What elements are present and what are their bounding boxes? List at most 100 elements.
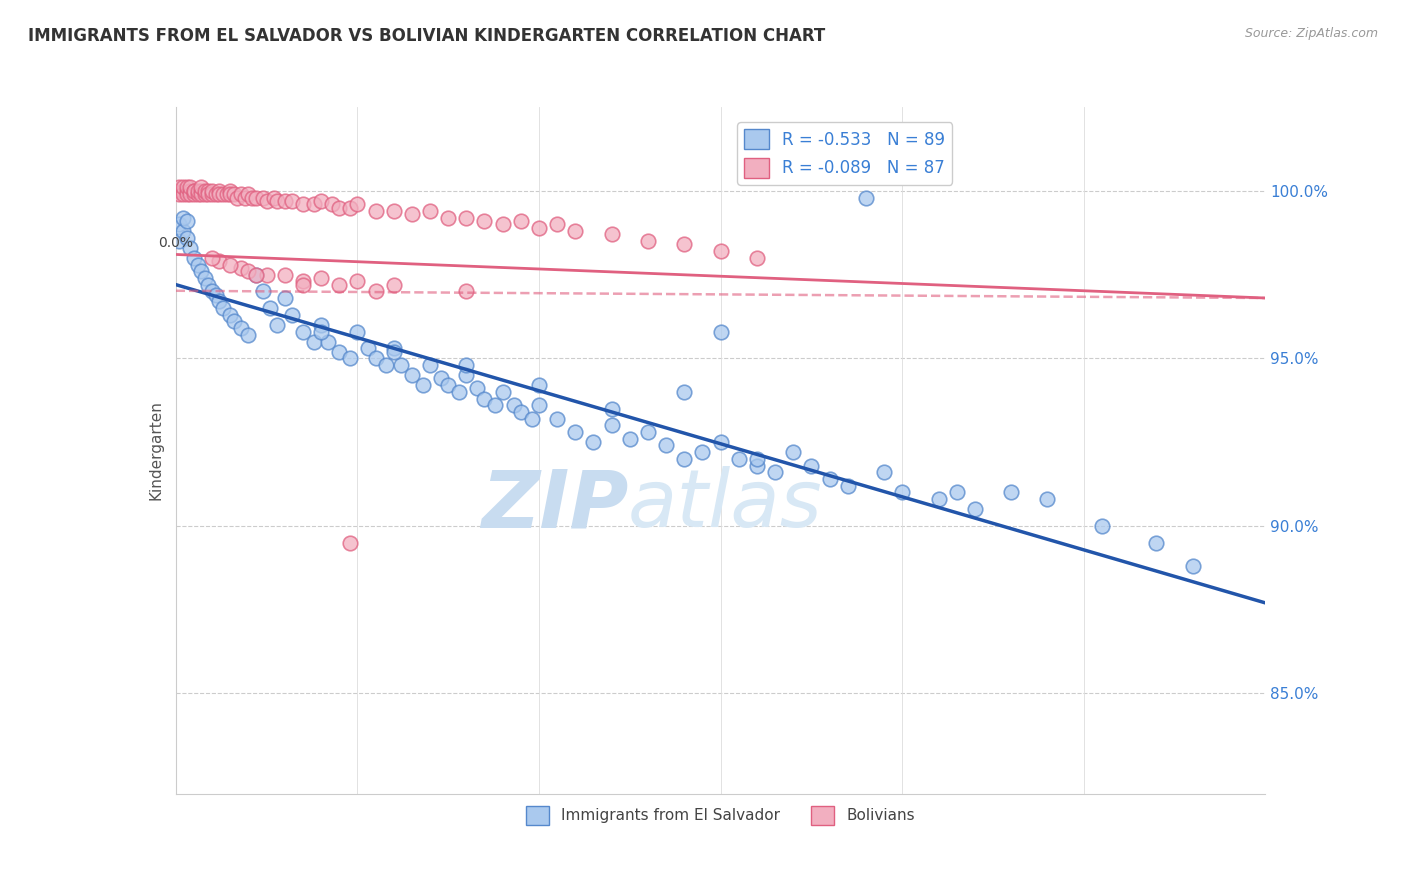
Point — [172, 224, 194, 238]
Point — [546, 217, 568, 231]
Point — [837, 478, 859, 492]
Point — [710, 244, 733, 259]
Point — [201, 251, 224, 265]
Point — [346, 274, 368, 288]
Text: IMMIGRANTS FROM EL SALVADOR VS BOLIVIAN KINDERGARTEN CORRELATION CHART: IMMIGRANTS FROM EL SALVADOR VS BOLIVIAN … — [28, 27, 825, 45]
Point — [328, 201, 350, 215]
Point — [194, 184, 217, 198]
Point — [259, 301, 281, 315]
Point — [364, 203, 387, 218]
Point — [231, 187, 253, 202]
Point — [1181, 559, 1204, 574]
Point — [382, 344, 405, 359]
Point — [252, 285, 274, 299]
Point — [546, 411, 568, 425]
Point — [710, 325, 733, 339]
Point — [172, 187, 194, 202]
Point — [582, 435, 605, 450]
Point — [266, 194, 288, 208]
Text: Source: ZipAtlas.com: Source: ZipAtlas.com — [1244, 27, 1378, 40]
Point — [194, 187, 217, 202]
Point — [212, 301, 235, 315]
Point — [179, 180, 201, 194]
Point — [782, 445, 804, 459]
Point — [238, 264, 260, 278]
Point — [274, 268, 297, 282]
Point — [291, 197, 314, 211]
Point — [1000, 485, 1022, 500]
Point — [215, 187, 238, 202]
Point — [673, 451, 696, 466]
Point — [302, 334, 325, 349]
Point — [240, 190, 263, 204]
Point — [456, 368, 478, 382]
Point — [169, 184, 191, 198]
Point — [401, 207, 423, 221]
Point — [183, 184, 205, 198]
Point — [328, 344, 350, 359]
Point — [509, 214, 531, 228]
Point — [274, 194, 297, 208]
Point — [412, 378, 434, 392]
Point — [474, 392, 496, 406]
Point — [492, 384, 515, 399]
Point — [710, 435, 733, 450]
Point — [346, 325, 368, 339]
Point — [928, 491, 950, 506]
Point — [176, 180, 198, 194]
Point — [233, 190, 256, 204]
Point — [245, 268, 267, 282]
Point — [201, 285, 224, 299]
Point — [222, 187, 245, 202]
Point — [309, 194, 332, 208]
Point — [256, 268, 278, 282]
Point — [204, 187, 226, 202]
Point — [1146, 535, 1168, 549]
Point — [637, 425, 659, 439]
Point — [492, 217, 515, 231]
Point — [169, 180, 191, 194]
Point — [238, 187, 260, 202]
Point — [357, 341, 380, 355]
Point — [169, 187, 191, 202]
Point — [222, 314, 245, 328]
Point — [430, 371, 453, 385]
Point — [321, 197, 343, 211]
Point — [219, 308, 242, 322]
Point — [176, 230, 198, 244]
Text: atlas: atlas — [628, 467, 823, 544]
Point — [291, 325, 314, 339]
Point — [263, 190, 285, 204]
Point — [364, 285, 387, 299]
Point — [183, 251, 205, 265]
Point — [208, 254, 231, 268]
Point — [364, 351, 387, 366]
Point — [309, 271, 332, 285]
Text: ZIP: ZIP — [481, 467, 628, 544]
Point — [509, 405, 531, 419]
Point — [855, 190, 877, 204]
Point — [401, 368, 423, 382]
Point — [673, 384, 696, 399]
Point — [339, 201, 361, 215]
Point — [437, 378, 460, 392]
Point — [194, 271, 217, 285]
Point — [172, 184, 194, 198]
Point — [197, 184, 219, 198]
Point — [208, 184, 231, 198]
Point — [238, 327, 260, 342]
Point — [176, 187, 198, 202]
Point — [419, 358, 441, 372]
Point — [692, 445, 714, 459]
Point — [179, 187, 201, 202]
Point — [527, 220, 550, 235]
Point — [527, 398, 550, 412]
Point — [309, 325, 332, 339]
Point — [186, 187, 209, 202]
Point — [419, 203, 441, 218]
Point — [437, 211, 460, 225]
Point — [1036, 491, 1059, 506]
Point — [655, 438, 678, 452]
Point — [274, 291, 297, 305]
Point — [190, 264, 212, 278]
